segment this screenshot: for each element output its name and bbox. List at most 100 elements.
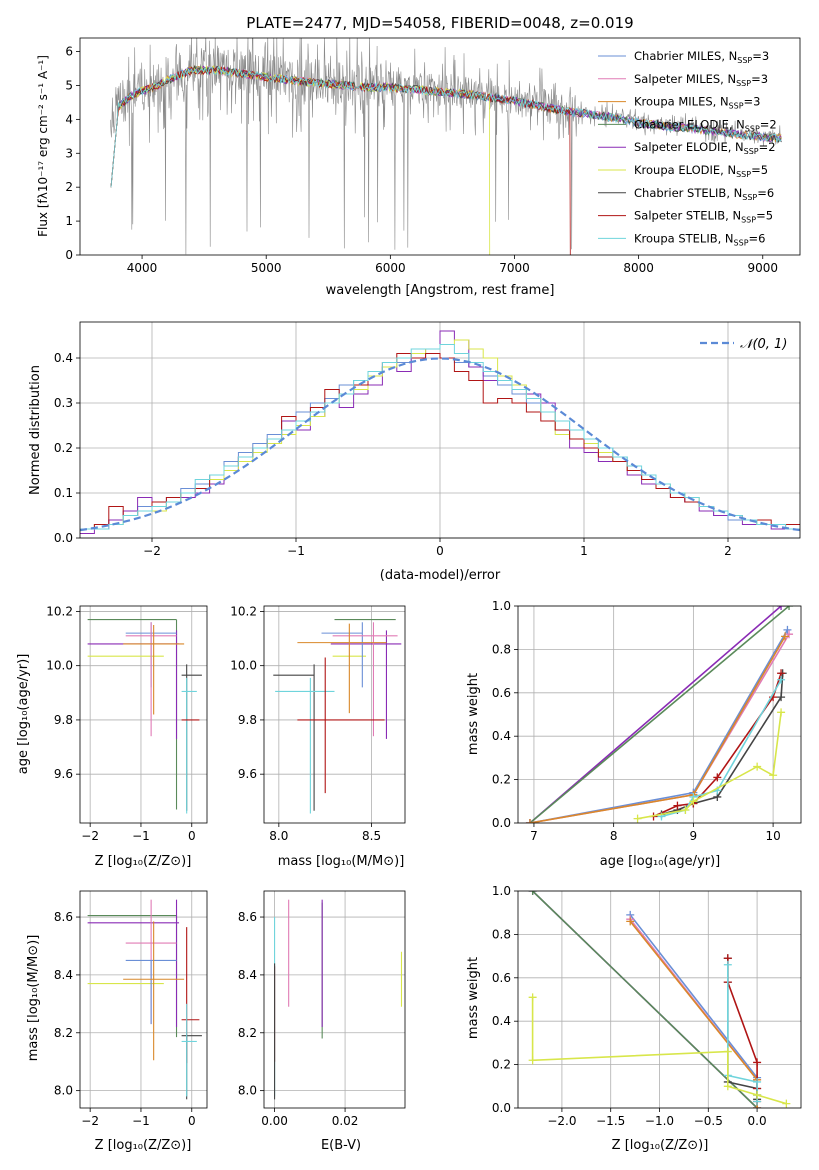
mw_vs_age-marker-kroupa_elodie [753,762,762,771]
mw_vs_z-marker-chabrier_elodie [528,891,537,895]
mw_vs_age-ytick-label: 0.8 [492,642,511,656]
mw_vs_z-ytick-label: 0.2 [492,1058,511,1072]
mw_vs_age-line-chabrier_miles [529,629,789,823]
mw_vs_z-ytick-label: 0.6 [492,971,511,985]
mw_vs_age-marker-chabrier_stelib [777,693,786,702]
mw_vs_z-ytick-label: 0.4 [492,1014,511,1028]
mw_vs_z-ytick-label: 1.0 [492,884,511,898]
residuals-xtick-label: 0 [436,544,444,558]
mw_vs_z-ytick-label: 0.0 [492,1101,511,1115]
mass-vs-metallicity-panel: −2 −1 0 8.0 8.2 8.4 8.6 [54,890,208,1128]
mass-weight-vs-metallicity-panel: −2.0 −1.5 −1.0 −0.5 0.0 0.0 0.2 0.4 0.6 0.8 1.0 [492,884,802,1128]
residuals-ytick-label: 0.3 [54,396,73,410]
mw_vs_z-line-kroupa_stelib [727,964,758,1102]
mw_vs_age-frame [517,605,802,824]
spectrum-plot-area [110,38,782,255]
histogram-step-salpeter_stelib [80,353,800,530]
mw_vs_z-xtick-label: −0.5 [694,1114,723,1128]
mw_vs_z-plot-area [528,891,791,1108]
legend-label-normal: 𝒩(0, 1) [740,337,787,352]
mass_vs_z-ytick-label: 8.4 [54,968,73,982]
age_vs_z-ytick-label: 9.8 [54,713,73,727]
mass_vs_z-ytick-label: 8.2 [54,1026,73,1040]
mass-vs-z-ylabel: mass [log₁₀(M/M⊙)] [26,935,41,1062]
mw_vs_age-marker-kroupa_stelib [777,675,786,684]
mass-vs-z-xlabel: Z [log₁₀(Z/Z⊙)] [95,1138,192,1153]
mass_vs_ebv-ytick-label: 8.2 [238,1026,257,1040]
spectrum-panel: 4000 5000 6000 7000 8000 9000 0 1 2 3 4 5 6 Chabrier … [65,37,801,275]
spectrum-xlabel: wavelength [Angstrom, rest frame] [326,283,555,298]
histogram-step-kroupa_stelib [80,344,800,530]
mw_vs_age-plot-area [525,606,794,823]
mw_vs_age-marker-kroupa_elodie [769,771,778,780]
age_vs_mass-ytick-label: 9.6 [238,767,257,781]
residuals-plot-area [80,330,800,534]
mw_vs_age-marker-kroupa_miles [525,819,534,823]
mw-vs-age-xlabel: age [log₁₀(age/yr)] [600,854,721,869]
spectrum-ylabel: Flux [fλ10⁻¹⁷ erg cm⁻² s⁻¹ A⁻¹] [36,55,50,237]
age_vs_mass-plot-area [273,619,402,814]
mw_vs_age-line-kroupa_elodie [637,712,782,820]
spectrum-ytick-label: 5 [65,78,73,92]
age-vs-metallicity-panel: −2 −1 0 9.6 9.8 10.0 10.2 [46,604,208,843]
mass-vs-ebv-xlabel: E(B-V) [321,1138,361,1153]
residuals-xtick-label: −2 [143,544,161,558]
mw-vs-z-ylabel: mass weight [466,957,481,1039]
mw_vs_age-line-chabrier_stelib [661,673,784,816]
mw_vs_age-xtick-label: 8 [610,829,618,843]
mw_vs_z-marker-salpeter_stelib [753,1058,762,1067]
age_vs_z-frame [79,605,208,824]
age_vs_z-xtick-label: −2 [81,829,99,843]
mw_vs_z-marker-kroupa_stelib [723,960,732,969]
mw-vs-z-xlabel: Z [log₁₀(Z/Z⊙)] [612,1138,709,1153]
mw_vs_age-ytick-label: 0.6 [492,686,511,700]
mw_vs_age-marker-kroupa_elodie [689,797,698,806]
age_vs_mass-frame [263,605,406,824]
age_vs_mass-ytick-label: 9.8 [238,713,257,727]
residual-histogram-panel: −2 −1 0 1 2 0.0 0.1 0.2 0.3 0.4 𝒩(0, 1) [54,321,801,558]
mw_vs_z-marker-kroupa_elodie [723,1047,732,1056]
mw_vs_age-marker-kroupa_elodie [633,814,642,823]
legend-label-kroupa_stelib: Kroupa STELIB, NSSP=6 [634,231,765,247]
age-vs-mass-xlabel: mass [log₁₀(M/M⊙)] [278,854,405,869]
legend-label-chabrier_miles: Chabrier MILES, NSSP=3 [634,49,769,65]
mw_vs_z-line-salpeter_miles [629,918,758,1108]
mw_vs_age-xtick-label: 9 [690,829,698,843]
mw_vs_age-ytick-label: 0.2 [492,773,511,787]
mw_vs_age-ytick-label: 1.0 [492,599,511,613]
mw_vs_z-marker-kroupa_miles [626,917,635,926]
residuals-xtick-label: −1 [287,544,305,558]
mw_vs_z-marker-kroupa_elodie [528,1056,537,1065]
spectrum-xtick-label: 4000 [127,261,158,275]
residuals-ytick-label: 0.0 [54,531,73,545]
age-vs-mass-panel: 8.0 8.5 9.6 9.8 10.0 10.2 [230,604,406,843]
legend-label-chabrier_stelib: Chabrier STELIB, NSSP=6 [634,186,774,202]
age_vs_mass-ytick-label: 10.0 [230,659,257,673]
mass_vs_z-ytick-label: 8.0 [54,1084,73,1098]
normal-distribution-curve [80,357,800,532]
mw_vs_age-marker-salpeter_stelib [673,801,682,810]
mass_vs_ebv-frame [263,890,406,1109]
mw_vs_z-marker-kroupa_stelib [753,1077,762,1086]
mass_vs_z-xtick-label: 0 [188,1114,196,1128]
spectrum-ytick-label: 1 [65,214,73,228]
age_vs_mass-ytick-label: 10.2 [230,604,257,618]
residuals-ytick-label: 0.4 [54,351,73,365]
mw_vs_age-line-chabrier_elodie [529,606,790,823]
age_vs_z-ytick-label: 10.0 [46,659,73,673]
spectrum-title: PLATE=2477, MJD=54058, FIBERID=0048, z=0… [246,14,633,32]
mass_vs_z-frame [79,890,208,1109]
mw_vs_age-ytick-label: 0.0 [492,816,511,830]
mass_vs_z-xtick-label: −1 [132,1114,150,1128]
mw_vs_z-line-kroupa_miles [629,920,758,1108]
model-line-chabrier_stelib [110,65,782,188]
spectrum-xtick-label: 8000 [623,261,654,275]
mw_vs_z-xtick-label: −1.5 [596,1114,625,1128]
spectrum-frame [79,37,801,256]
mw_vs_age-marker-salpeter_elodie [777,606,786,610]
mass_vs_z-plot-area [87,899,202,1100]
spectrum-ytick-label: 3 [65,146,73,160]
mw_vs_age-line-salpeter_elodie [529,606,782,823]
mw_vs_age-xtick-label: 10 [765,829,780,843]
mass-weight-vs-age-panel: 7 8 9 10 0.0 0.2 0.4 0.6 0.8 1.0 [492,599,802,843]
